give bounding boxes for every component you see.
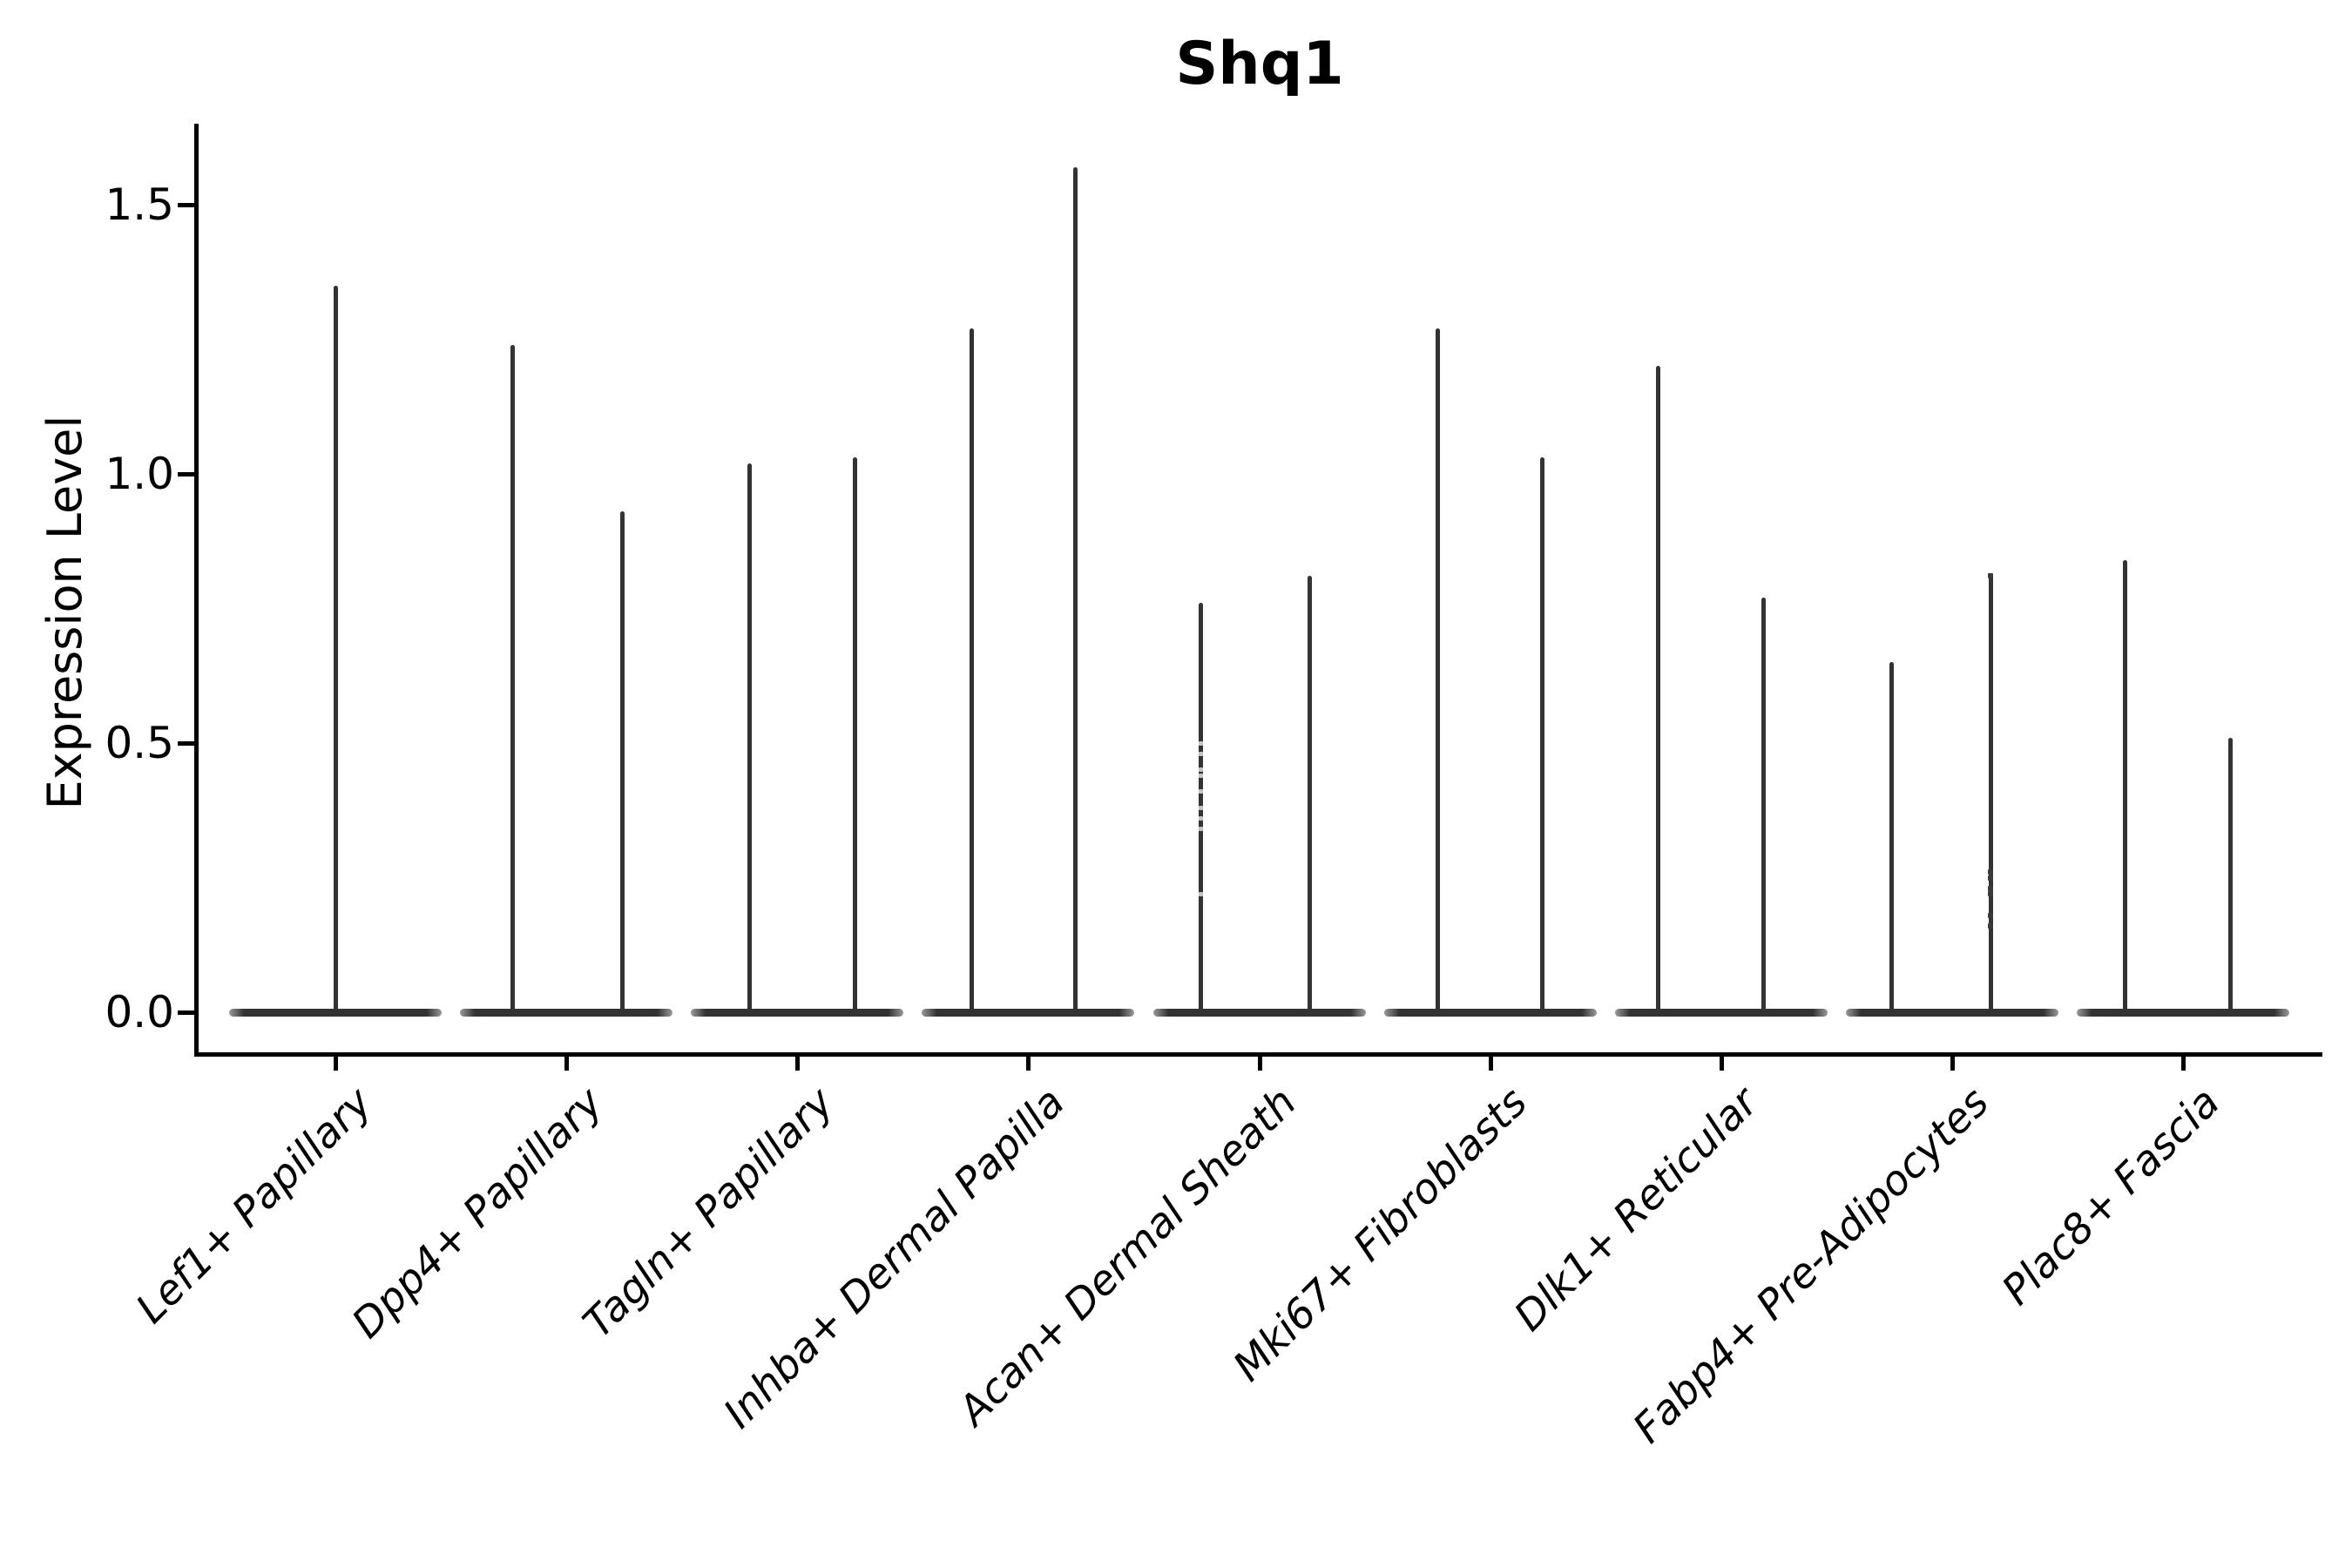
x-tick-mark xyxy=(1720,1057,1724,1071)
jitter-dot xyxy=(1198,767,1203,773)
x-tick-label: Plac8+ Fascia xyxy=(1992,1078,2229,1315)
violin-tail xyxy=(510,344,515,1015)
violin-tail xyxy=(1761,598,1766,1015)
x-tick-mark xyxy=(1489,1057,1493,1071)
jitter-dot xyxy=(1198,827,1203,832)
x-tick-mark xyxy=(334,1057,338,1071)
violin-base xyxy=(1153,1008,1366,1017)
violin-tail xyxy=(619,511,625,1015)
jitter-dot xyxy=(1988,885,1993,891)
jitter-dot xyxy=(1198,789,1203,794)
x-tick-mark xyxy=(1258,1057,1262,1071)
violin-tail xyxy=(852,457,857,1015)
y-tick-label: 0.5 xyxy=(105,718,174,768)
y-tick-mark xyxy=(178,472,194,476)
chart-title: Shq1 xyxy=(1175,30,1344,98)
violin-tail xyxy=(969,328,974,1015)
violin-tail xyxy=(2122,559,2127,1015)
violin-tail xyxy=(333,285,338,1015)
x-tick-label: Dlk1+ Reticular xyxy=(1504,1078,1767,1341)
x-tick-label: Tagln+ Papillary xyxy=(574,1078,843,1348)
jitter-dot xyxy=(1988,869,1993,875)
violin-tail xyxy=(1072,166,1078,1015)
jitter-dot xyxy=(1198,773,1203,778)
x-tick-mark xyxy=(1950,1057,1955,1071)
violin-tail xyxy=(1889,662,1894,1015)
jitter-dot xyxy=(1198,816,1203,821)
y-axis-spine xyxy=(194,124,199,1057)
violin-base xyxy=(2077,1008,2289,1017)
x-tick-mark xyxy=(2181,1057,2186,1071)
y-tick-label: 0.0 xyxy=(105,987,174,1037)
x-tick-mark xyxy=(1026,1057,1031,1071)
jitter-dot xyxy=(1988,875,1993,881)
jitter-dot xyxy=(1198,805,1203,810)
x-tick-mark xyxy=(795,1057,800,1071)
violin-tail xyxy=(1988,576,1993,1015)
violin-tail xyxy=(1435,328,1440,1015)
y-tick-mark xyxy=(178,203,194,207)
y-tick-mark xyxy=(178,1010,194,1015)
violin-tail xyxy=(747,463,752,1015)
violin-base xyxy=(460,1008,672,1017)
violin-base xyxy=(922,1008,1134,1017)
x-tick-label: Dpp4+ Papillary xyxy=(342,1078,612,1348)
x-tick-mark xyxy=(564,1057,569,1071)
violin-base xyxy=(1615,1008,1828,1017)
jitter-dot xyxy=(1198,751,1203,756)
y-tick-mark xyxy=(178,741,194,746)
violin-tail xyxy=(2227,737,2233,1015)
x-tick-label: Mki67+ Fibroblasts xyxy=(1224,1078,1537,1391)
violin-tail xyxy=(1539,457,1544,1015)
violin-base xyxy=(1846,1008,2058,1017)
jitter-dot xyxy=(1988,912,1993,918)
jitter-dot xyxy=(1988,923,1993,929)
y-axis-label: Expression Level xyxy=(37,415,92,810)
x-tick-label: Acan+ Dermal Sheath xyxy=(949,1078,1306,1436)
y-tick-label: 1.5 xyxy=(105,179,174,230)
jitter-dot xyxy=(1198,740,1203,746)
jitter-dot xyxy=(1988,891,1993,897)
violin-tail xyxy=(1655,366,1660,1015)
y-tick-label: 1.0 xyxy=(105,449,174,499)
x-tick-label: Fabp4+ Pre-Adipocytes xyxy=(1624,1078,1998,1453)
violin-tail xyxy=(1307,576,1312,1015)
jitter-dot xyxy=(1988,573,1993,579)
x-axis-spine xyxy=(194,1052,2322,1057)
x-tick-label: Inhba+ Dermal Papilla xyxy=(714,1078,1074,1438)
violin-base xyxy=(691,1008,903,1017)
jitter-dot xyxy=(1198,891,1203,896)
violin-base xyxy=(1384,1008,1597,1017)
